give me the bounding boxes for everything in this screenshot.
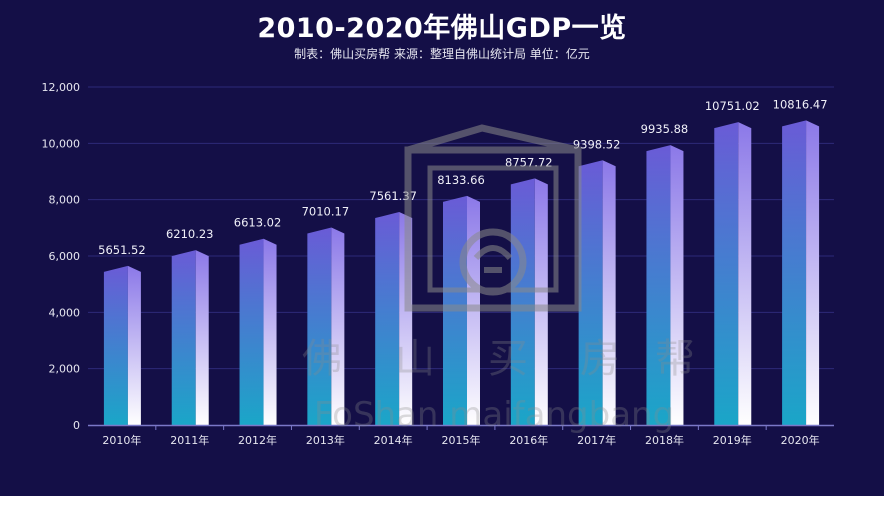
- y-tick-label: 8,000: [49, 194, 81, 207]
- bar-value-label: 5651.52: [98, 243, 146, 257]
- bar-side-face: [738, 122, 752, 426]
- x-tick-label: 2015年: [442, 433, 481, 447]
- y-tick-label: 4,000: [49, 306, 81, 319]
- bar-front-face: [578, 160, 603, 425]
- x-tick-label: 2018年: [645, 433, 684, 447]
- bar-value-label: 6613.02: [234, 216, 282, 230]
- bar-value-label: 6210.23: [166, 227, 214, 241]
- bar: [103, 265, 141, 425]
- watermark-char-4: 房: [580, 336, 620, 382]
- bar-side-face: [263, 238, 277, 425]
- bar-side-face: [602, 160, 616, 425]
- bar-side-face: [331, 227, 345, 425]
- x-tick-label: 2020年: [781, 433, 820, 447]
- bar: [307, 227, 345, 425]
- bar: [171, 250, 209, 425]
- y-tick-label: 2,000: [49, 363, 81, 376]
- x-tick-label: 2016年: [509, 433, 548, 447]
- watermark-char-3: 买: [488, 336, 528, 382]
- watermark-logo: 佛 山 买 房 帮 FoShan maifangbang: [302, 124, 695, 435]
- bar-side-face: [534, 178, 548, 425]
- watermark-char-2: 山: [395, 336, 435, 382]
- bar: [239, 238, 277, 425]
- chart-subtitle: 制表：佛山买房帮 来源：整理自佛山统计局 单位：亿元: [294, 47, 590, 61]
- x-tick-label: 2019年: [713, 433, 752, 447]
- y-tick-label: 10,000: [42, 137, 81, 150]
- bar-front-face: [307, 227, 332, 425]
- bar-front-face: [375, 212, 400, 425]
- y-tick-label: 0: [73, 419, 80, 432]
- bar-value-label: 7010.17: [302, 205, 350, 219]
- x-tick-label: 2013年: [306, 433, 345, 447]
- data-labels: 5651.526210.236613.027010.177561.378133.…: [98, 97, 827, 256]
- bar-front-face: [239, 238, 264, 425]
- bar-side-face: [127, 265, 141, 425]
- bar-value-label: 10816.47: [773, 97, 828, 111]
- bar-front-face: [782, 120, 807, 426]
- watermark-char-1: 佛: [302, 336, 342, 382]
- bar: [782, 120, 820, 426]
- bars: [103, 120, 820, 426]
- watermark-latin: FoShan maifangbang: [314, 395, 674, 435]
- x-tick-label: 2017年: [577, 433, 616, 447]
- bar-front-face: [714, 122, 739, 426]
- watermark-seal-mark: [473, 245, 513, 273]
- y-tick-label: 12,000: [42, 81, 81, 94]
- bar-value-label: 10751.02: [705, 99, 760, 113]
- bar-value-label: 8133.66: [437, 173, 485, 187]
- x-tick-label: 2010年: [102, 433, 141, 447]
- watermark-frame: [404, 146, 582, 312]
- bar-front-face: [646, 145, 671, 425]
- x-tick-label: 2014年: [374, 433, 413, 447]
- bar-value-label: 9398.52: [573, 137, 621, 151]
- watermark-roof: [407, 124, 579, 154]
- watermark-char-5: 帮: [655, 336, 695, 382]
- bar-front-face: [103, 265, 128, 425]
- y-tick-label: 6,000: [49, 250, 81, 263]
- x-axis-ticks: 2010年 2011年 2012年 2013年 2014年 2015年 2016年 2017年…: [102, 433, 819, 447]
- x-tick-label: 2011年: [170, 433, 209, 447]
- bar-side-face: [670, 145, 684, 425]
- bar-side-face: [806, 120, 820, 426]
- bar-front-face: [510, 178, 535, 425]
- bar-front-face: [171, 250, 196, 425]
- bar-value-label: 9935.88: [641, 122, 689, 136]
- bar-side-face: [195, 250, 209, 425]
- bar: [578, 160, 616, 425]
- watermark-seal-circle: [459, 228, 527, 296]
- x-tick-label: 2012年: [238, 433, 277, 447]
- bar: [646, 145, 684, 425]
- bar: [510, 178, 548, 425]
- chart-title: 2010-2020年佛山GDP一览: [257, 13, 627, 44]
- bar: [714, 122, 752, 426]
- y-axis-ticks: 0 2,000 4,000 6,000 8,000 10,000 12,000: [42, 81, 81, 432]
